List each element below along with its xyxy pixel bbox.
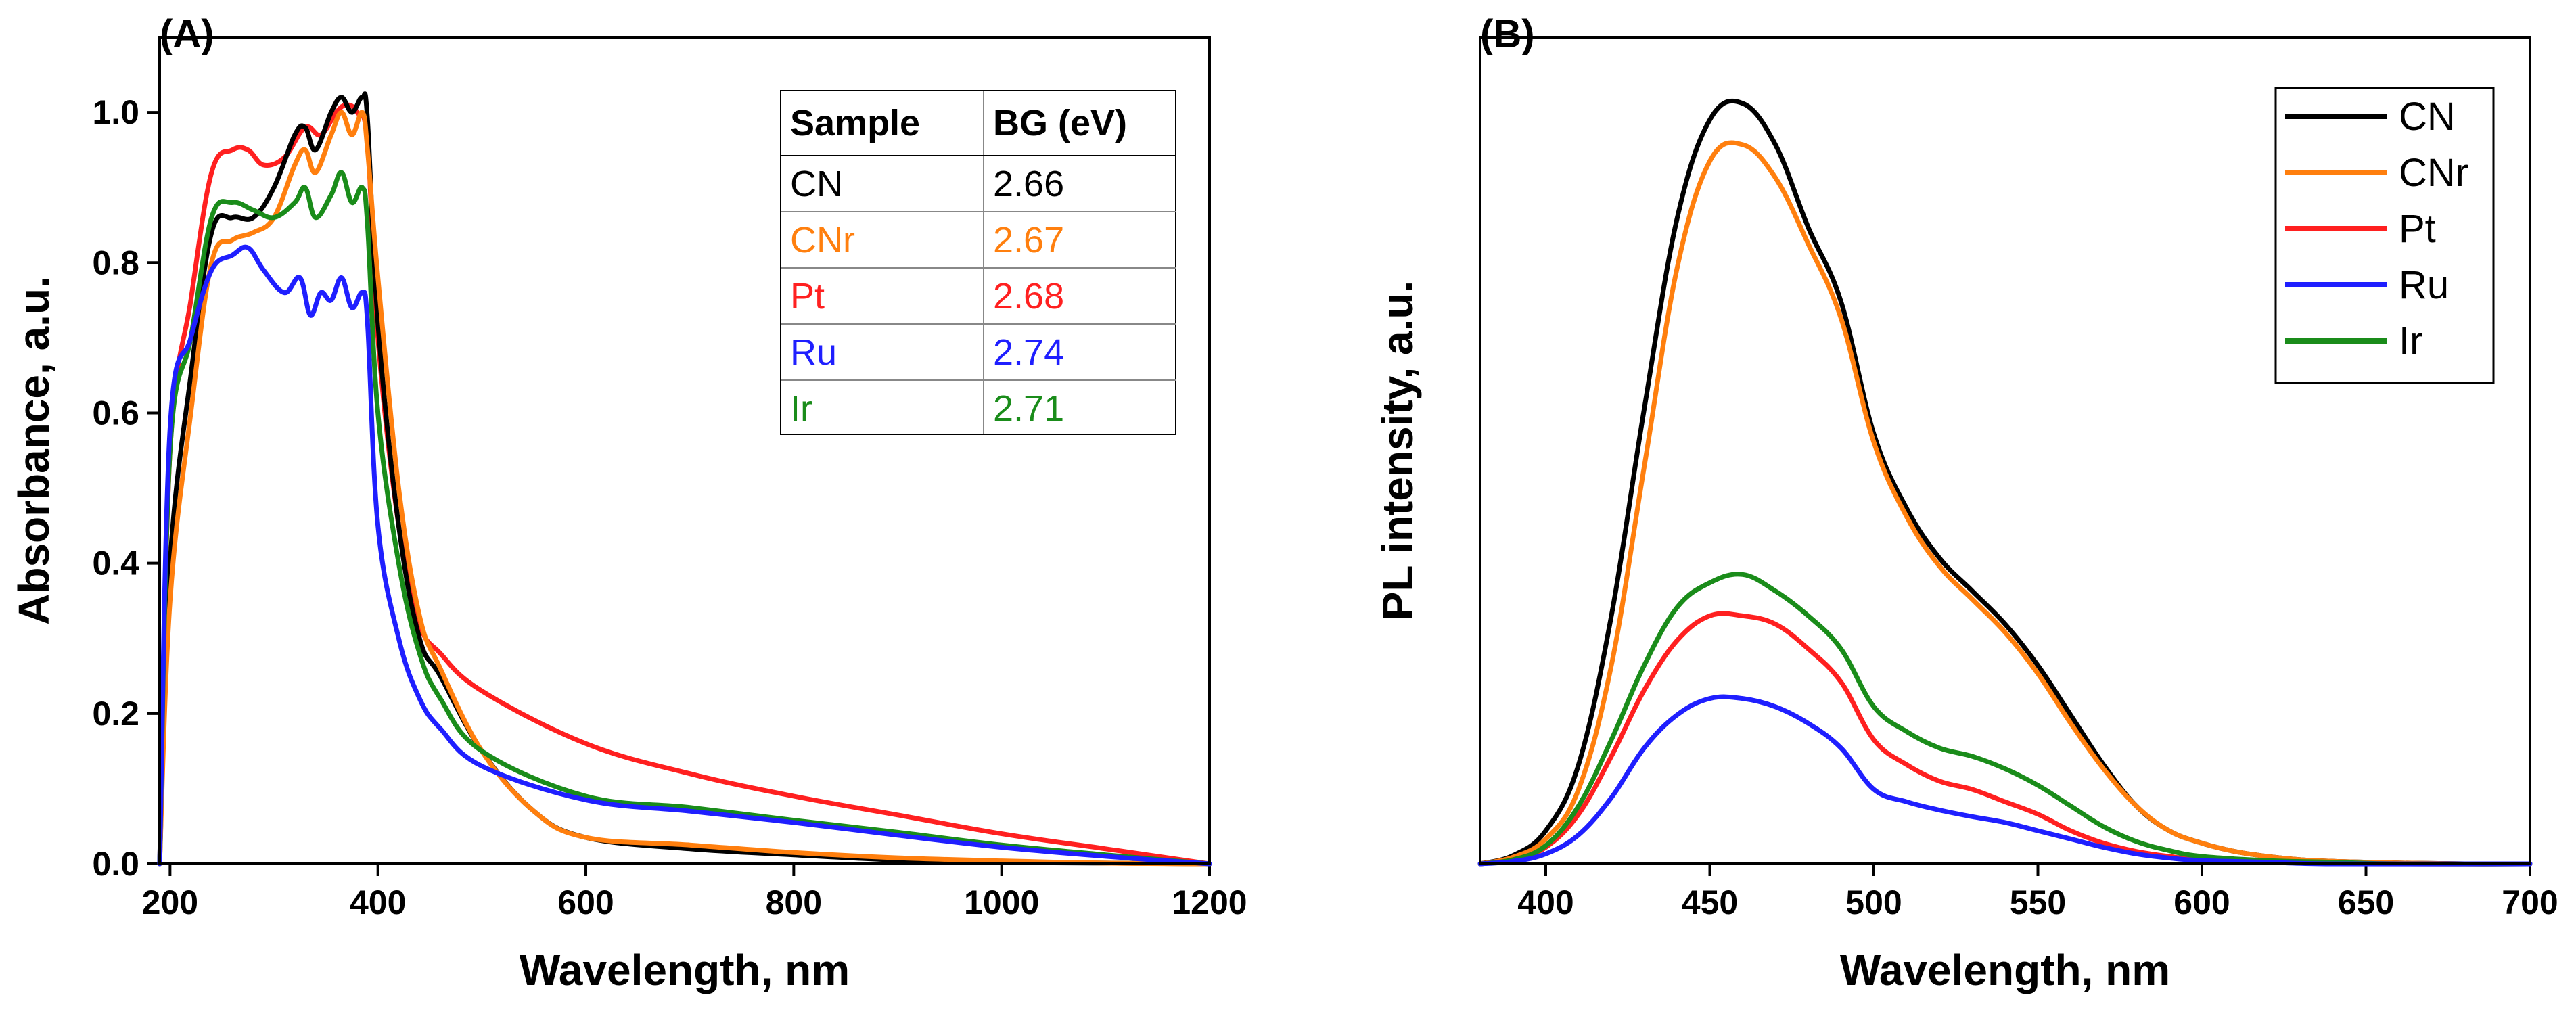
table-cell-bg: 2.66 bbox=[993, 164, 1064, 204]
legend-frame bbox=[2274, 87, 2495, 384]
series-line-ru bbox=[157, 244, 1212, 867]
x-tick-label: 450 bbox=[1682, 883, 1738, 921]
plot-frame-a bbox=[158, 36, 1211, 865]
x-tick-label: 700 bbox=[2502, 883, 2558, 921]
table-cell-sample: CN bbox=[790, 164, 843, 204]
series-line-ir bbox=[1477, 572, 2533, 867]
x-tick-label: 500 bbox=[1845, 883, 1902, 921]
table-cell-sample: Ru bbox=[790, 332, 837, 373]
series-line-pt bbox=[1477, 611, 2533, 867]
x-tick-label: 400 bbox=[1517, 883, 1573, 921]
legend-label-pt: Pt bbox=[2399, 207, 2436, 251]
table-cell-sample: Pt bbox=[790, 276, 825, 317]
x-tick-label: 400 bbox=[350, 883, 406, 921]
absorbance-chart: (A) 200 400 600 800 1000 1200 0.0 0.2 0.4 0.6 0.8 1… bbox=[9, 12, 1247, 994]
x-tick-label: 650 bbox=[2338, 883, 2394, 921]
x-axis-title-a: Wavelength, nm bbox=[520, 946, 850, 994]
legend-label-cnr: CNr bbox=[2399, 151, 2468, 195]
table-cell-sample: CNr bbox=[790, 220, 855, 260]
table-cell-bg: 2.74 bbox=[993, 332, 1064, 373]
y-tick-label: 0.6 bbox=[92, 394, 139, 432]
x-tick-label: 200 bbox=[142, 883, 198, 921]
tick-labels-a: 200 400 600 800 1000 1200 0.0 0.2 0.4 0.6 0.8 1.0 bbox=[92, 93, 1247, 921]
x-tick-label: 600 bbox=[2174, 883, 2230, 921]
table-header-sample: Sample bbox=[790, 103, 920, 143]
pl-chart: (B) 400 450 500 550 600 650 700 Wavelength, nm… bbox=[1373, 12, 2558, 994]
panel-label-b: (B) bbox=[1480, 12, 1535, 56]
legend-b: CN CNr Pt Ru Ir bbox=[2274, 87, 2495, 384]
y-tick-label: 0.0 bbox=[92, 845, 139, 883]
y-tick-label: 1.0 bbox=[92, 93, 139, 131]
panel-label-a: (A) bbox=[160, 12, 214, 56]
series-group-a bbox=[157, 91, 1212, 867]
series-line-cnr bbox=[1477, 140, 2533, 867]
table-cell-bg: 2.67 bbox=[993, 220, 1064, 260]
plot-frame-b bbox=[1479, 36, 2531, 865]
x-tick-label: 550 bbox=[2010, 883, 2066, 921]
x-tick-label: 800 bbox=[766, 883, 822, 921]
y-tick-label: 0.8 bbox=[92, 244, 139, 281]
series-line-ru bbox=[1477, 694, 2533, 867]
y-axis-title-b: PL intensity, a.u. bbox=[1373, 281, 1422, 621]
legend-label-ir: Ir bbox=[2399, 319, 2422, 363]
series-line-cnr bbox=[157, 110, 1212, 867]
legend-label-ru: Ru bbox=[2399, 263, 2449, 307]
x-axis-title-b: Wavelength, nm bbox=[1840, 946, 2170, 994]
table-frame bbox=[780, 90, 1176, 435]
tick-labels-b: 400 450 500 550 600 650 700 bbox=[1517, 883, 2558, 921]
x-tick-label: 1000 bbox=[964, 883, 1039, 921]
bandgap-table: Sample BG (eV) CN 2.66 CNr 2.67 Pt 2.68 … bbox=[780, 90, 1176, 435]
x-tick-label: 600 bbox=[557, 883, 614, 921]
y-tick-label: 0.2 bbox=[92, 695, 139, 733]
table-cell-bg: 2.71 bbox=[993, 388, 1064, 429]
y-axis-title-a: Absorbance, a.u. bbox=[9, 276, 58, 625]
table-cell-bg: 2.68 bbox=[993, 276, 1064, 317]
y-tick-label: 0.4 bbox=[92, 545, 139, 582]
legend-label-cn: CN bbox=[2399, 95, 2456, 139]
table-cell-sample: Ir bbox=[790, 388, 812, 429]
series-group-b bbox=[1477, 98, 2533, 867]
table-header-bg: BG (eV) bbox=[993, 103, 1127, 143]
x-tick-label: 1200 bbox=[1172, 883, 1247, 921]
